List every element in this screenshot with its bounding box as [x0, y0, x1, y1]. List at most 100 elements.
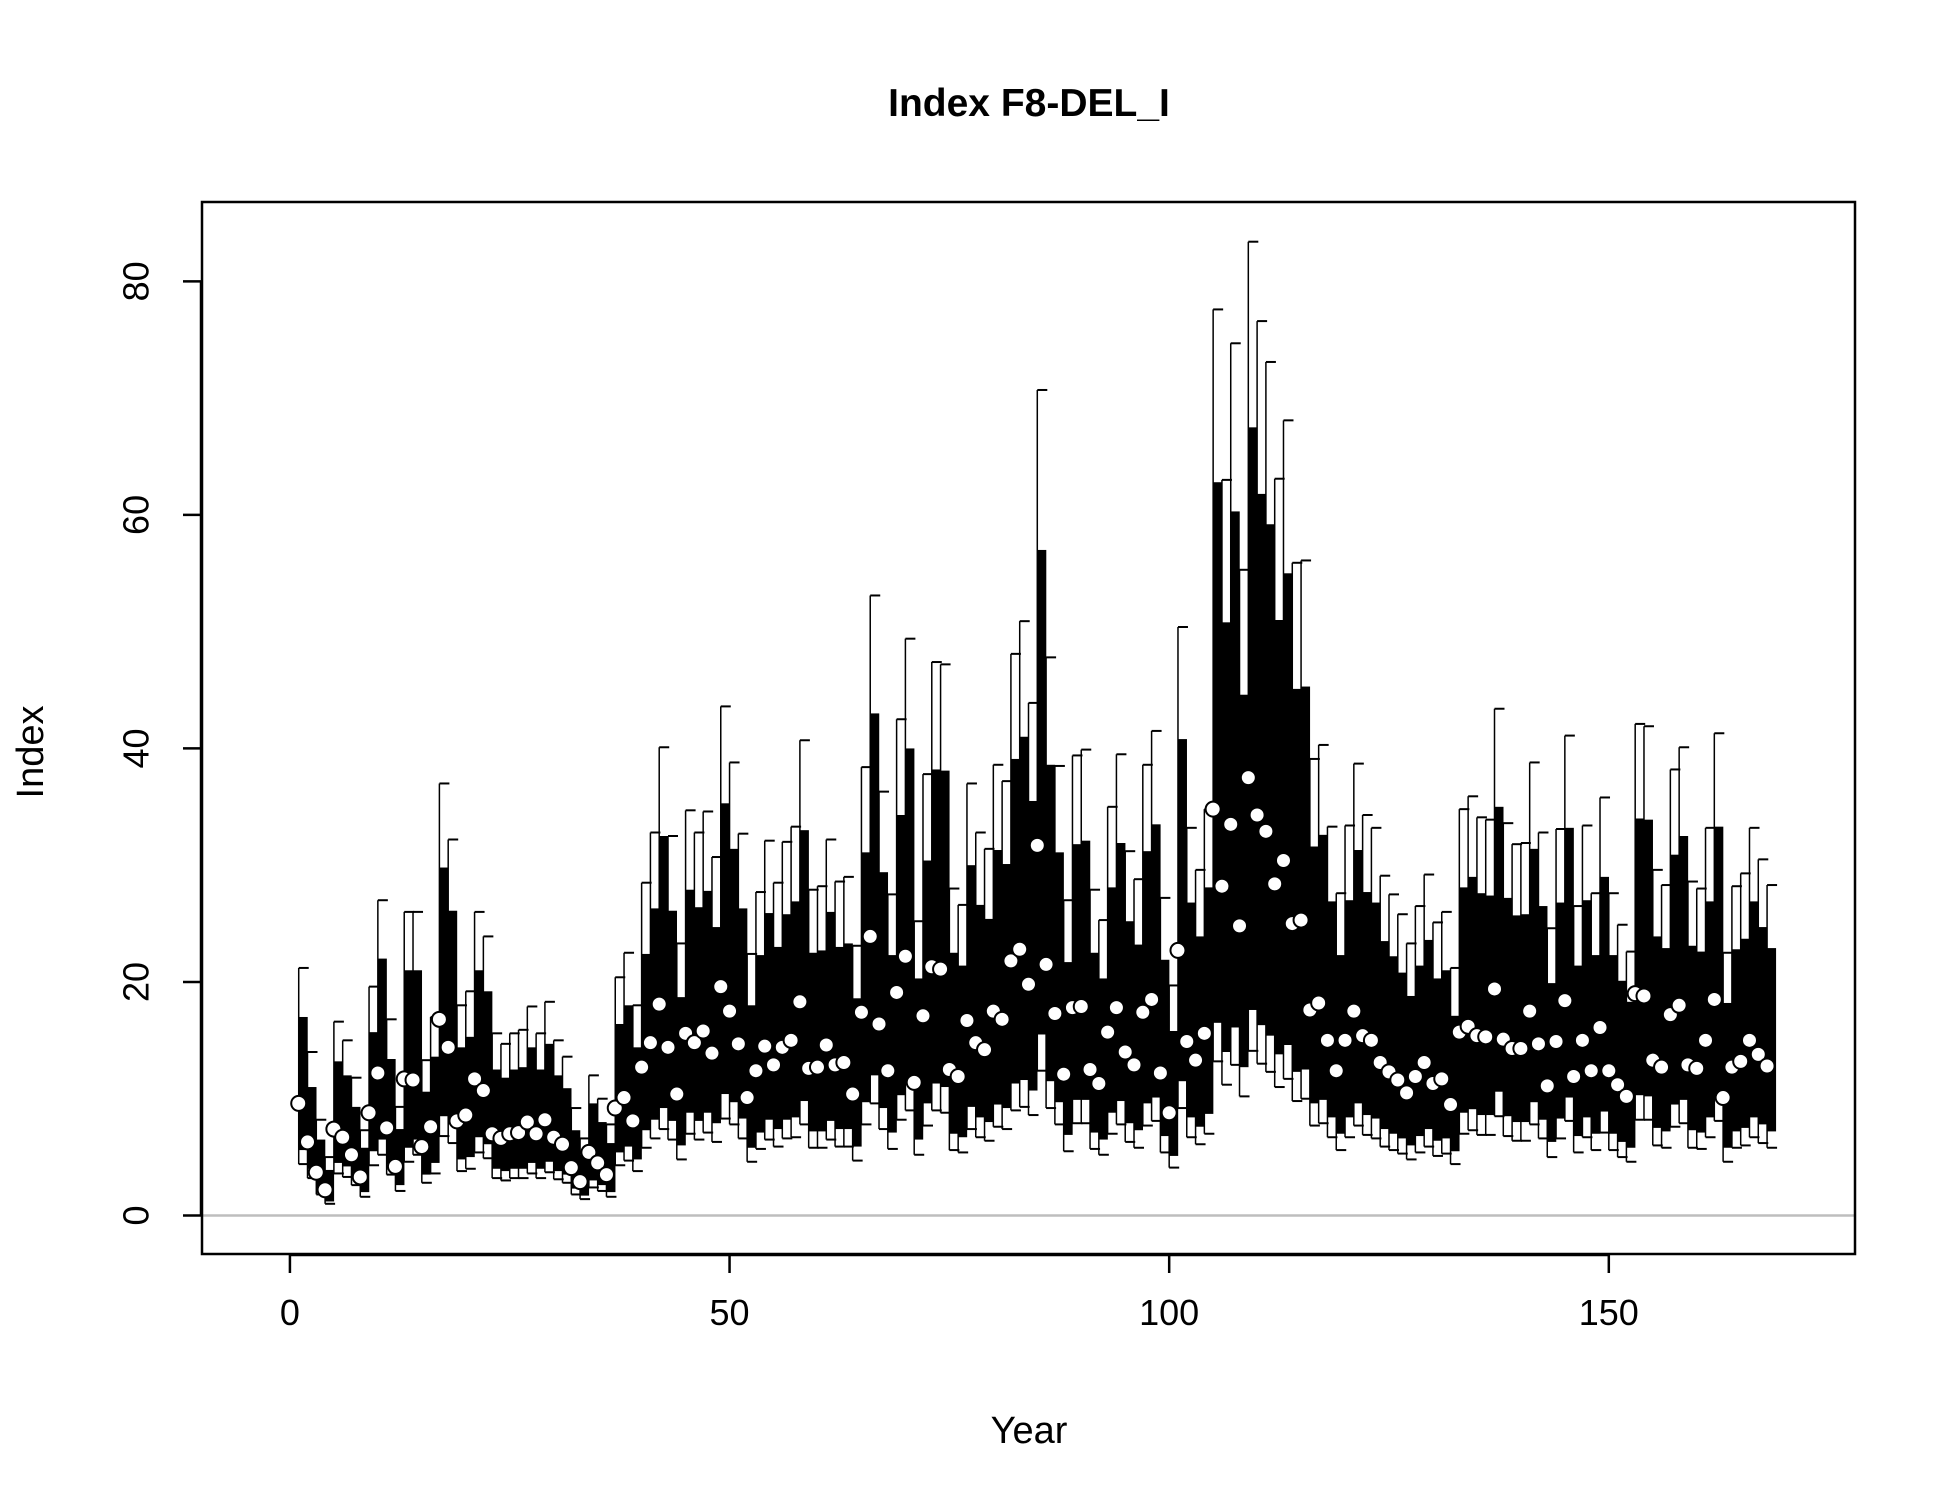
data-point-92 — [1090, 1075, 1108, 1093]
interval-bar-125 — [1388, 956, 1398, 1134]
interval-bar-68 — [887, 955, 897, 1133]
data-point-117 — [1310, 994, 1328, 1012]
data-point-76 — [949, 1068, 967, 1086]
interval-bar-129 — [1424, 939, 1434, 1130]
y-tick-label-20: 20 — [116, 962, 157, 1002]
interval-bar-5 — [333, 1061, 343, 1163]
interval-bar-3 — [316, 1139, 326, 1189]
data-point-32 — [562, 1159, 580, 1177]
interval-bar-114 — [1292, 688, 1302, 1072]
data-point-3 — [307, 1163, 325, 1181]
interval-bar-57 — [791, 901, 801, 1118]
x-tick-label-0: 0 — [280, 1292, 300, 1333]
interval-bar-70 — [905, 748, 915, 1084]
interval-bar-138 — [1503, 897, 1513, 1117]
interval-bar-166 — [1749, 901, 1759, 1118]
data-point-68 — [879, 1062, 897, 1080]
data-point-87 — [1046, 1004, 1064, 1022]
data-point-4 — [316, 1181, 334, 1199]
interval-bar-118 — [1327, 901, 1337, 1118]
data-point-28 — [527, 1125, 545, 1143]
interval-bar-35 — [597, 1122, 607, 1186]
interval-bar-130 — [1432, 978, 1442, 1141]
interval-bar-10 — [377, 958, 387, 1140]
interval-bar-43 — [668, 910, 678, 1121]
interval-bar-93 — [1107, 887, 1117, 1113]
interval-bar-83 — [1019, 736, 1029, 1081]
data-point-21 — [466, 1070, 484, 1088]
data-point-107 — [1222, 815, 1240, 833]
data-point-146 — [1565, 1068, 1583, 1086]
data-point-39 — [624, 1112, 642, 1130]
interval-bar-41 — [650, 908, 660, 1120]
interval-bar-49 — [720, 803, 730, 1095]
data-point-115 — [1292, 911, 1310, 929]
data-point-123 — [1362, 1031, 1380, 1049]
data-point-41 — [641, 1034, 659, 1052]
interval-bar-66 — [870, 713, 880, 1076]
interval-bar-94 — [1116, 843, 1126, 1102]
interval-bar-111 — [1265, 524, 1275, 1036]
data-point-61 — [817, 1036, 835, 1054]
interval-bar-45 — [685, 889, 695, 1113]
data-point-113 — [1274, 852, 1292, 870]
data-point-86 — [1037, 955, 1055, 973]
data-point-137 — [1486, 980, 1504, 998]
data-point-93 — [1099, 1023, 1117, 1041]
data-point-65 — [852, 1003, 870, 1021]
data-point-2 — [299, 1133, 317, 1151]
data-point-152 — [1617, 1087, 1635, 1105]
data-point-154 — [1635, 987, 1653, 1005]
interval-bar-97 — [1142, 851, 1152, 1104]
interval-bar-144 — [1556, 902, 1566, 1119]
interval-bar-157 — [1670, 854, 1680, 1105]
interval-bar-22 — [483, 991, 493, 1145]
interval-bar-89 — [1072, 844, 1082, 1100]
interval-bar-39 — [632, 1047, 642, 1160]
interval-bar-87 — [1054, 852, 1064, 1103]
interval-bar-56 — [782, 914, 792, 1120]
interval-bar-156 — [1661, 948, 1671, 1132]
data-point-15 — [413, 1138, 431, 1156]
plot-frame — [200, 200, 1857, 1256]
interval-bar-78 — [975, 904, 985, 1118]
data-point-35 — [589, 1154, 607, 1172]
data-point-7 — [342, 1146, 360, 1164]
data-point-33 — [571, 1173, 589, 1191]
data-point-9 — [360, 1104, 378, 1122]
interval-bar-80 — [993, 850, 1003, 1105]
interval-bar-134 — [1468, 876, 1478, 1110]
data-point-109 — [1239, 769, 1257, 787]
data-point-149 — [1591, 1018, 1609, 1036]
interval-bar-151 — [1617, 980, 1627, 1142]
interval-bar-104 — [1204, 887, 1214, 1114]
interval-bar-99 — [1160, 959, 1170, 1137]
data-point-96 — [1125, 1056, 1143, 1074]
interval-bar-161 — [1705, 901, 1715, 1118]
interval-bar-67 — [879, 872, 889, 1109]
data-point-101 — [1169, 941, 1187, 959]
interval-bar-102 — [1186, 902, 1196, 1118]
interval-bar-31 — [562, 1088, 572, 1175]
interval-bar-131 — [1441, 970, 1451, 1139]
box-layer — [298, 427, 1777, 1202]
interval-bar-77 — [966, 865, 976, 1107]
data-point-16 — [422, 1118, 440, 1136]
data-point-166 — [1740, 1031, 1758, 1049]
data-point-111 — [1257, 822, 1275, 840]
interval-bar-74 — [940, 770, 950, 1088]
data-point-81 — [993, 1010, 1011, 1028]
interval-bar-19 — [456, 1047, 466, 1160]
data-point-140 — [1512, 1040, 1530, 1058]
data-point-94 — [1107, 999, 1125, 1017]
data-point-120 — [1336, 1031, 1354, 1049]
interval-bar-59 — [808, 952, 818, 1132]
data-point-100 — [1160, 1104, 1178, 1122]
x-tick-label-50: 50 — [710, 1292, 750, 1333]
data-point-11 — [378, 1119, 396, 1137]
data-point-165 — [1732, 1052, 1750, 1070]
interval-bar-112 — [1274, 619, 1284, 1055]
data-point-108 — [1231, 917, 1249, 935]
data-point-31 — [553, 1135, 571, 1153]
interval-bar-12 — [395, 1129, 405, 1186]
